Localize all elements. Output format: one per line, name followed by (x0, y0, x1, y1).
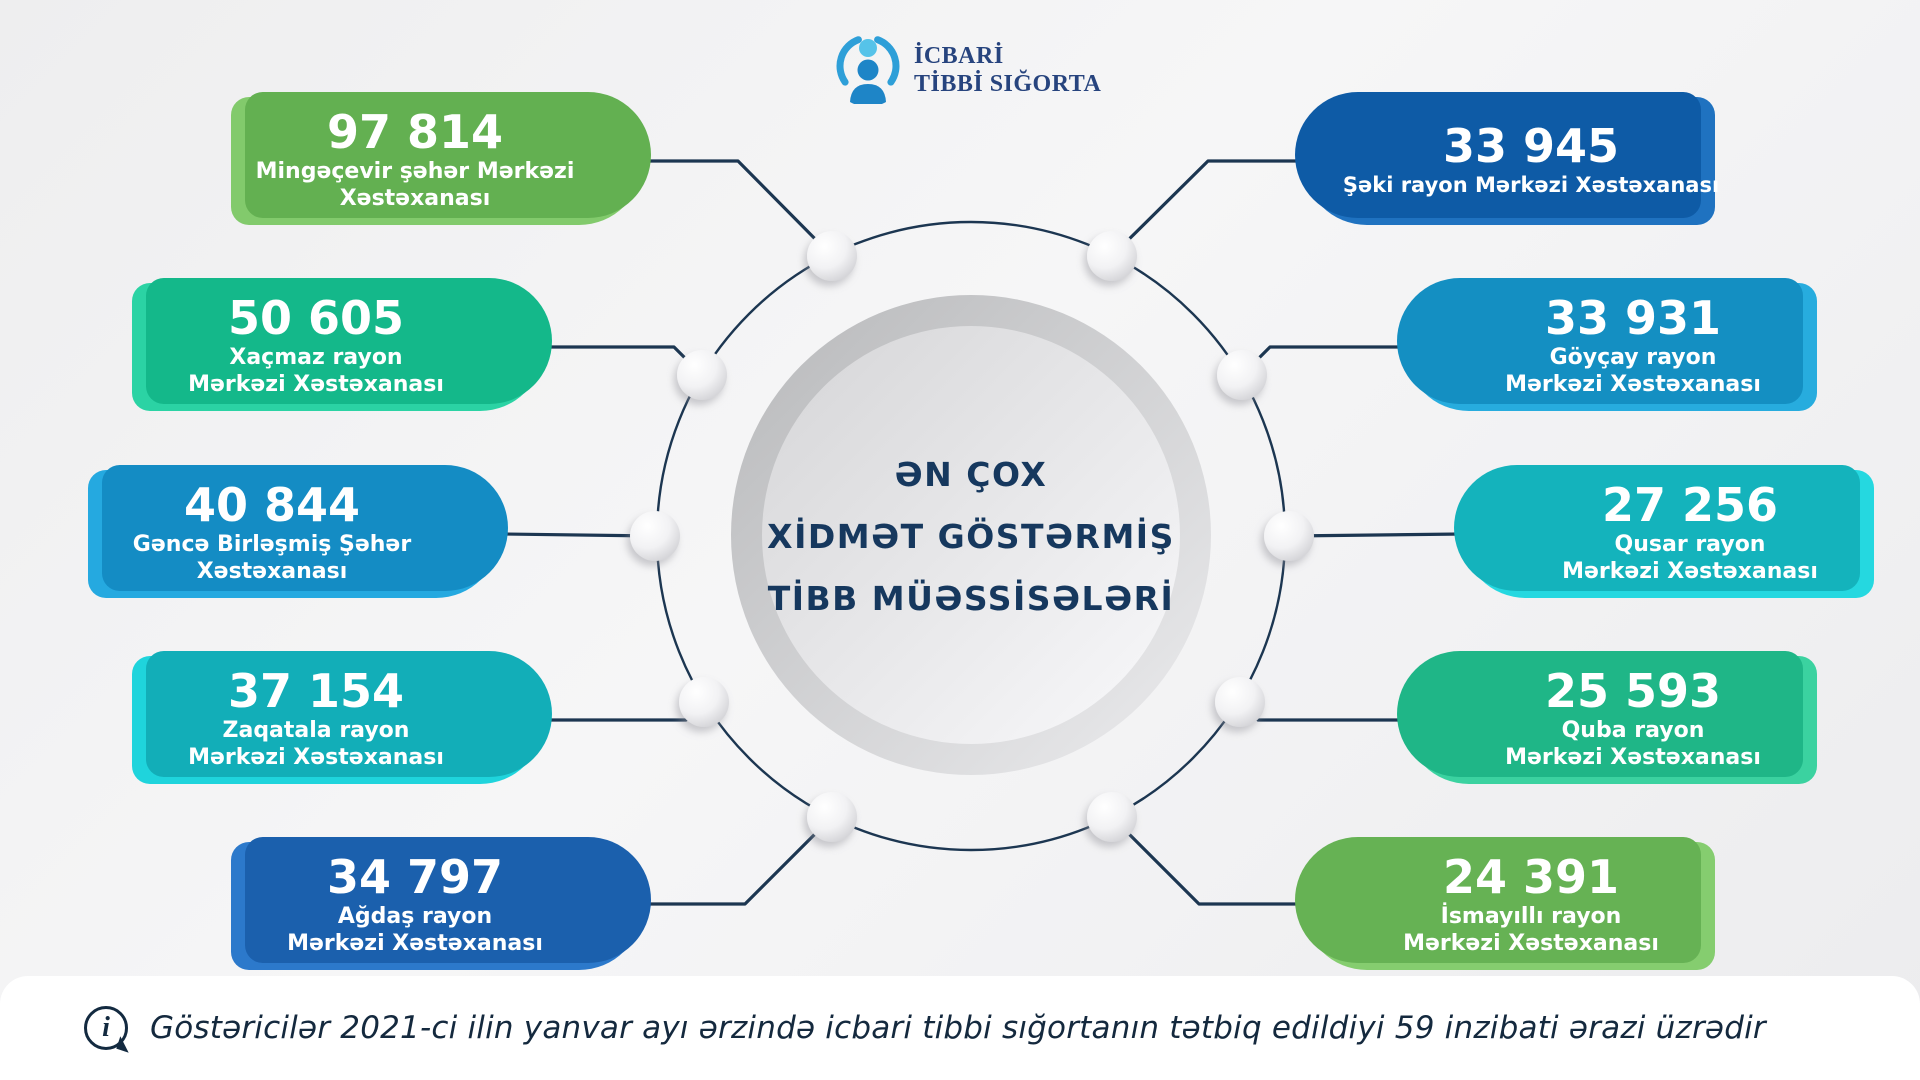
hospital-name: Qusar rayon Mərkəzi Xəstəxanası (1562, 532, 1818, 584)
orbit-node (1087, 792, 1137, 842)
hospital-card-agdas: 34 797 Ağdaş rayon Mərkəzi Xəstəxanası (231, 837, 651, 970)
insurance-logo-icon (836, 36, 900, 104)
logo-line-1: İCBARİ (914, 43, 1004, 69)
orbit-node (1087, 231, 1137, 281)
center-title: ƏN ÇOX XİDMƏT GÖSTƏRMİŞ TİBB MÜƏSSİSƏLƏR… (671, 442, 1271, 632)
logo-line-2: TİBBİ SIĞORTA (914, 71, 1102, 97)
hospital-card-seki: 33 945 Şəki rayon Mərkəzi Xəstəxanası (1295, 92, 1719, 225)
center-disc (762, 326, 1180, 744)
orbit-node (1215, 677, 1265, 727)
hospital-value: 25 593 (1544, 664, 1722, 719)
hospital-card-gence: 40 844 Gəncə Birləşmiş Şəhər Xəstəxanası (88, 465, 508, 598)
hospital-name: İsmayıllı rayon Mərkəzi Xəstəxanası (1403, 904, 1659, 956)
hospital-card-mingecevir: 97 814 Mingəçevir şəhər Mərkəzi Xəstəxan… (231, 92, 651, 225)
orbit-nodes (630, 231, 1314, 842)
hospital-name: Gəncə Birləşmiş Şəhər Xəstəxanası (132, 532, 412, 584)
hospital-name: Göyçay rayon Mərkəzi Xəstəxanası (1505, 345, 1761, 397)
footer-band: i Göstəricilər 2021-ci ilin yanvar ayı ə… (0, 976, 1920, 1080)
hospital-card-quba: 25 593 Quba rayon Mərkəzi Xəstəxanası (1397, 651, 1817, 784)
hospital-value: 40 844 (183, 478, 361, 533)
hospital-name: Xaçmaz rayon Mərkəzi Xəstəxanası (188, 345, 444, 397)
center-title-line: ƏN ÇOX (894, 455, 1048, 494)
connector-l3 (502, 532, 656, 538)
connector-l1 (641, 159, 834, 258)
logo-text: İCBARİ TİBBİ SIĞORTA (914, 42, 1101, 98)
orbit-node (630, 511, 680, 561)
hospital-value: 50 605 (227, 291, 405, 346)
connector-r3 (1288, 532, 1463, 538)
hospital-value: 24 391 (1442, 850, 1620, 905)
orbit-node (677, 350, 727, 400)
hospital-card-ismayilli: 24 391 İsmayıllı rayon Mərkəzi Xəstəxana… (1295, 837, 1715, 970)
info-icon-glyph: i (102, 1012, 110, 1043)
center-title-line: TİBB MÜƏSSİSƏLƏRİ (767, 579, 1175, 618)
footer-note: Göstəricilər 2021-ci ilin yanvar ayı ərz… (150, 1010, 1766, 1046)
hospital-value: 27 256 (1601, 478, 1779, 533)
hospital-card-qusar: 27 256 Qusar rayon Mərkəzi Xəstəxanası (1454, 465, 1874, 598)
hospital-value: 37 154 (227, 664, 405, 719)
center-title-line: XİDMƏT GÖSTƏRMİŞ (767, 517, 1175, 556)
hospital-value: 34 797 (326, 850, 504, 905)
hospital-name: Şəki rayon Mərkəzi Xəstəxanası (1342, 173, 1720, 198)
hospital-name: Mingəçevir şəhər Mərkəzi Xəstəxanası (255, 159, 575, 211)
orbit-node (1264, 511, 1314, 561)
orbit-node (679, 677, 729, 727)
hospital-value: 33 945 (1442, 119, 1620, 174)
connector-l5 (641, 815, 834, 906)
hospital-value: 33 931 (1544, 291, 1722, 346)
hospital-card-goycay: 33 931 Göyçay rayon Mərkəzi Xəstəxanası (1397, 278, 1817, 411)
connector-r1 (1110, 159, 1303, 258)
hospital-name: Ağdaş rayon Mərkəzi Xəstəxanası (287, 904, 543, 956)
orbit-node (807, 231, 857, 281)
info-icon: i (84, 1006, 128, 1050)
hospital-card-zaqatala: 37 154 Zaqatala rayon Mərkəzi Xəstəxanas… (132, 651, 552, 784)
orbit-node (1217, 350, 1267, 400)
orbit-node (807, 792, 857, 842)
hospital-value: 97 814 (326, 105, 504, 160)
hospital-name: Zaqatala rayon Mərkəzi Xəstəxanası (188, 718, 444, 770)
connector-r5 (1110, 815, 1303, 906)
hospital-card-xacmaz: 50 605 Xaçmaz rayon Mərkəzi Xəstəxanası (132, 278, 552, 411)
logo: İCBARİ TİBBİ SIĞORTA (836, 36, 1101, 104)
hospital-name: Quba rayon Mərkəzi Xəstəxanası (1505, 718, 1761, 770)
